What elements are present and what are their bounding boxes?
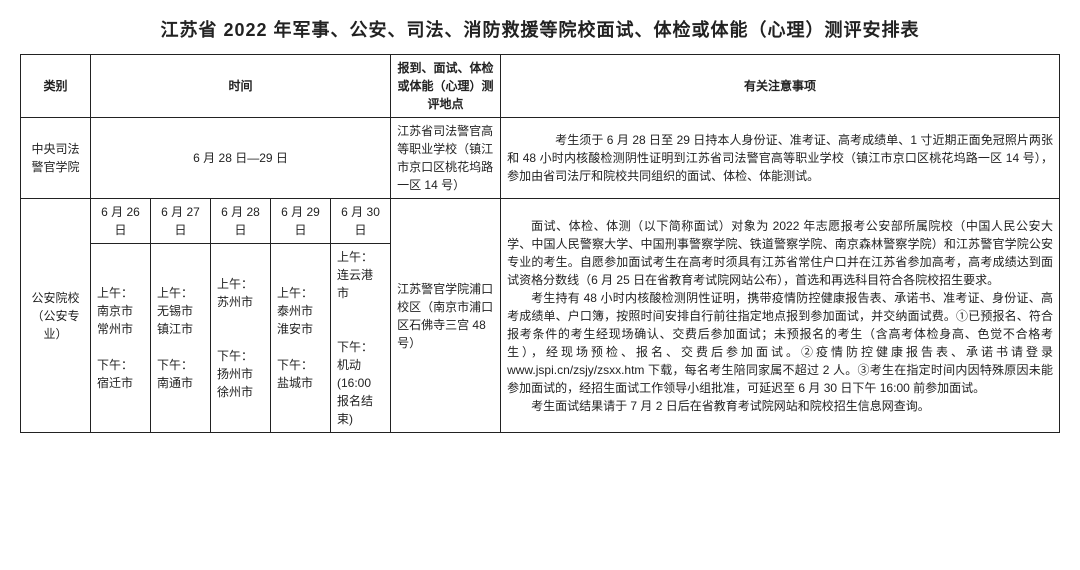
row2-sched3: 上午： 苏州市 下午： 扬州市 徐州市 bbox=[211, 244, 271, 433]
header-notes: 有关注意事项 bbox=[501, 55, 1060, 118]
row2-notes-p3: 考生面试结果请于 7 月 2 日后在省教育考试院网站和院校招生信息网查询。 bbox=[507, 397, 1053, 415]
table-row: 中央司法警官学院 6 月 28 日—29 日 江苏省司法警官高等职业学校（镇江市… bbox=[21, 118, 1060, 199]
row1-location: 江苏省司法警官高等职业学校（镇江市京口区桃花坞路一区 14 号） bbox=[391, 118, 501, 199]
row2-sched1: 上午： 南京市 常州市 下午： 宿迁市 bbox=[91, 244, 151, 433]
row2-sched5: 上午： 连云港市 下午： 机动 (16:00 报名结束) bbox=[331, 244, 391, 433]
row1-category: 中央司法警官学院 bbox=[21, 118, 91, 199]
row2-sched2: 上午： 无锡市 镇江市 下午： 南通市 bbox=[151, 244, 211, 433]
row2-day3: 6 月 28 日 bbox=[211, 199, 271, 244]
row2-notes-p1: 面试、体检、体测（以下简称面试）对象为 2022 年志愿报考公安部所属院校（中国… bbox=[507, 217, 1053, 289]
header-location: 报到、面试、体检或体能（心理）测评地点 bbox=[391, 55, 501, 118]
schedule-table: 类别 时间 报到、面试、体检或体能（心理）测评地点 有关注意事项 中央司法警官学… bbox=[20, 54, 1060, 433]
header-category: 类别 bbox=[21, 55, 91, 118]
row2-notes-p2: 考生持有 48 小时内核酸检测阴性证明，携带疫情防控健康报告表、承诺书、准考证、… bbox=[507, 289, 1053, 397]
row2-notes: 面试、体检、体测（以下简称面试）对象为 2022 年志愿报考公安部所属院校（中国… bbox=[501, 199, 1060, 433]
page-title: 江苏省 2022 年军事、公安、司法、消防救援等院校面试、体检或体能（心理）测评… bbox=[20, 16, 1060, 42]
table-row: 公安院校（公安专业） 6 月 26 日 6 月 27 日 6 月 28 日 6 … bbox=[21, 199, 1060, 244]
row2-day2: 6 月 27 日 bbox=[151, 199, 211, 244]
row2-sched4: 上午： 泰州市 淮安市 下午： 盐城市 bbox=[271, 244, 331, 433]
row1-time: 6 月 28 日—29 日 bbox=[91, 118, 391, 199]
row2-day1: 6 月 26 日 bbox=[91, 199, 151, 244]
header-time: 时间 bbox=[91, 55, 391, 118]
row2-location: 江苏警官学院浦口校区（南京市浦口区石佛寺三宫 48 号） bbox=[391, 199, 501, 433]
row2-day4: 6 月 29 日 bbox=[271, 199, 331, 244]
row1-notes: 考生须于 6 月 28 日至 29 日持本人身份证、准考证、高考成绩单、1 寸近… bbox=[501, 118, 1060, 199]
table-header-row: 类别 时间 报到、面试、体检或体能（心理）测评地点 有关注意事项 bbox=[21, 55, 1060, 118]
row2-day5: 6 月 30 日 bbox=[331, 199, 391, 244]
row2-category: 公安院校（公安专业） bbox=[21, 199, 91, 433]
